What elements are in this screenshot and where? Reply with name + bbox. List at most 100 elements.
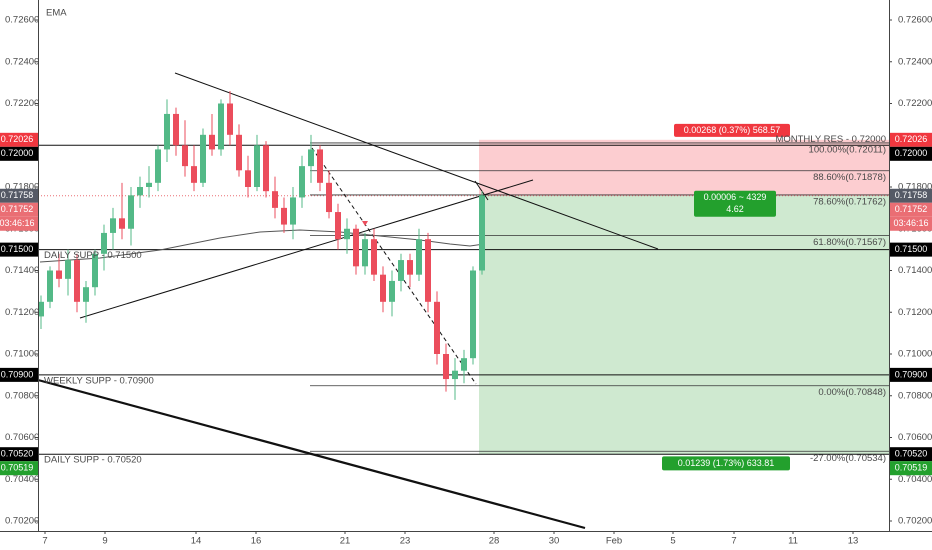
candle-body [416, 239, 422, 275]
candle-body [92, 253, 98, 288]
y-tick-label: 0.71400 [898, 265, 932, 276]
candle-body [443, 354, 449, 380]
center-label: 4.62 [726, 204, 744, 214]
price-tag [0, 188, 38, 203]
price-tag-label: 0.70519 [895, 463, 928, 473]
price-tag [890, 242, 932, 257]
candle-body [128, 195, 134, 229]
candle-body [299, 166, 305, 198]
candle-body [398, 260, 404, 281]
fib-label: 100.00%(0.72011) [809, 144, 886, 155]
price-tag-label: 0.72000 [1, 148, 34, 158]
price-tag-label: 0.71500 [895, 244, 928, 254]
candle-body [155, 149, 161, 183]
y-tick-label: 0.71200 [898, 307, 932, 318]
stop-zone [479, 139, 889, 196]
trend-line [174, 72, 659, 250]
candle-body [461, 358, 467, 371]
x-tick-label: 7 [42, 536, 47, 547]
price-tag-label: 0.71752 [1, 204, 34, 214]
price-tag [890, 447, 932, 462]
candle-body [371, 239, 377, 275]
price-tag-label: 0.71758 [895, 190, 928, 200]
price-tag [890, 367, 932, 382]
candle-body [263, 145, 269, 192]
target-label: 0.01239 (1.73%) 633.81 [678, 458, 775, 468]
candle-body [362, 239, 368, 267]
candle-body [317, 149, 323, 183]
x-tick-label: 23 [400, 536, 411, 547]
price-tag-label: 0.70519 [1, 463, 34, 473]
candle-body [182, 145, 188, 167]
candle-body [434, 301, 440, 354]
x-tick-label: 7 [731, 536, 736, 547]
y-tick-label: 0.72200 [898, 98, 932, 109]
level-label: DAILY SUPP - 0.70520 [44, 455, 142, 466]
y-tick-label: 0.71000 [5, 349, 39, 360]
price-tag-label: 0.72000 [895, 148, 928, 158]
y-tick-label: 0.71400 [5, 265, 39, 276]
fib-label: 88.60%(0.71878) [813, 172, 886, 183]
price-tag [0, 132, 38, 147]
y-tick-label: 0.71200 [5, 307, 39, 318]
candle-body [227, 103, 233, 135]
candle-body [209, 134, 215, 150]
fib-label: 0.00%(0.70848) [818, 387, 886, 398]
y-tick-label: 0.71800 [898, 182, 932, 193]
candle-body [479, 195, 485, 271]
candle-body [200, 134, 206, 183]
y-tick-label: 0.70400 [898, 474, 932, 485]
stop-label-box [674, 123, 790, 137]
price-tag [0, 216, 38, 231]
candle-body [452, 370, 458, 380]
x-tick-label: 9 [102, 536, 107, 547]
candle-body [146, 182, 152, 187]
y-tick-label: 0.70200 [5, 516, 39, 527]
candle-body [137, 187, 143, 196]
candle-body [119, 218, 125, 229]
y-tick-label: 0.70800 [5, 390, 39, 401]
y-tick-label: 0.72600 [898, 15, 932, 26]
price-tag [890, 202, 932, 217]
level-label: DAILY SUPP - 0.71500 [44, 250, 142, 261]
center-label-box [694, 190, 776, 217]
trend-line [79, 179, 534, 319]
candle-body [74, 260, 80, 302]
candle-body [389, 280, 395, 302]
price-tag [0, 242, 38, 257]
y-tick-label: 0.71800 [5, 182, 39, 193]
candle-body [308, 149, 314, 167]
price-tag-label: 0.71758 [1, 190, 34, 200]
candle-body [218, 103, 224, 150]
price-tag-label: 0.70520 [895, 449, 928, 459]
x-tick-label: 21 [340, 536, 351, 547]
x-tick-label: 11 [788, 536, 798, 547]
candle-body [281, 207, 287, 225]
candle-body [47, 270, 53, 302]
fib-label: 78.60%(0.71762) [813, 196, 886, 207]
candle-body [191, 166, 197, 183]
target-zone [479, 195, 889, 455]
candle-body [335, 212, 341, 240]
candle-body [164, 113, 170, 150]
x-tick-label: Feb [606, 536, 622, 547]
trend-line [474, 180, 489, 201]
y-tick-label: 0.70600 [898, 432, 932, 443]
ema-line [39, 229, 485, 263]
trend-line [311, 147, 477, 385]
candle-body [83, 287, 89, 302]
price-tag-label: 0.72026 [895, 134, 928, 144]
price-tag-label: 0.70900 [895, 369, 928, 379]
marker [362, 221, 368, 226]
y-tick-label: 0.70600 [5, 432, 39, 443]
candle-body [407, 260, 413, 275]
y-tick-label: 0.71000 [898, 349, 932, 360]
price-tag [0, 367, 38, 382]
candle-body [380, 274, 386, 302]
x-tick-label: 30 [549, 536, 560, 547]
y-tick-label: 0.70400 [5, 474, 39, 485]
price-tag [890, 188, 932, 203]
candle-body [326, 182, 332, 213]
candle-body [290, 197, 296, 225]
